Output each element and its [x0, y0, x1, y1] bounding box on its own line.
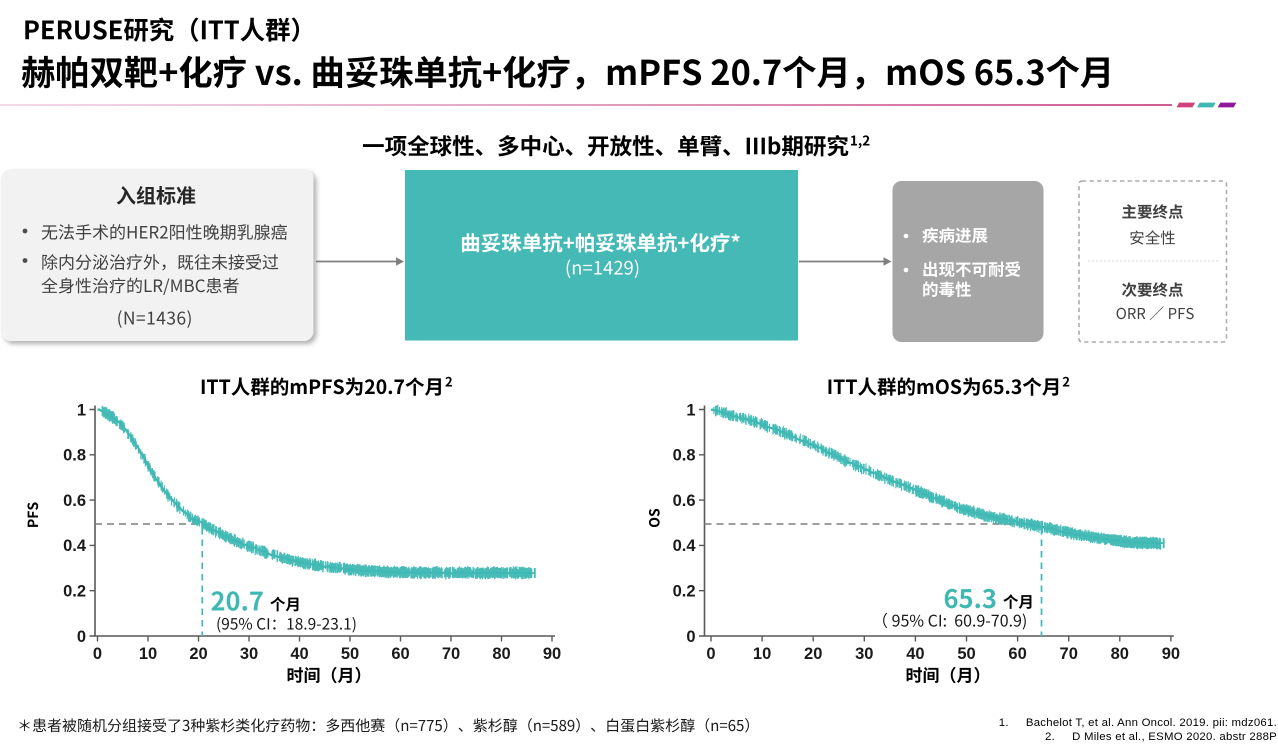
svg-text:1: 1 [686, 401, 695, 419]
svg-text:60: 60 [391, 645, 409, 663]
svg-text:20: 20 [804, 645, 822, 663]
svg-text:0.6: 0.6 [63, 492, 86, 510]
svg-text:60: 60 [1008, 645, 1026, 663]
svg-text:30: 30 [855, 645, 873, 663]
svg-text:90: 90 [1162, 645, 1180, 663]
svg-text:20: 20 [189, 645, 207, 663]
svg-text:40: 40 [290, 645, 308, 663]
svg-text:0.2: 0.2 [673, 583, 696, 601]
svg-text:0.8: 0.8 [63, 447, 86, 465]
svg-text:0: 0 [706, 645, 715, 663]
svg-text:50: 50 [341, 645, 359, 663]
svg-text:0: 0 [77, 628, 86, 646]
svg-text:0.4: 0.4 [63, 537, 87, 555]
svg-text:0.2: 0.2 [63, 583, 86, 601]
svg-text:1: 1 [77, 401, 86, 419]
svg-text:40: 40 [906, 645, 924, 663]
svg-text:80: 80 [1111, 645, 1129, 663]
svg-text:0.6: 0.6 [673, 492, 696, 510]
svg-text:2. D Miles et al., ESMO 20: 2. D Miles et al., ESMO 2020. abstr 288P [1045, 731, 1277, 743]
svg-text:10: 10 [139, 645, 157, 663]
svg-text:90: 90 [543, 645, 561, 663]
svg-text:30: 30 [240, 645, 258, 663]
svg-text:70: 70 [1060, 645, 1078, 663]
svg-text:10: 10 [753, 645, 771, 663]
svg-text:0.4: 0.4 [673, 537, 697, 555]
svg-text:50: 50 [957, 645, 975, 663]
svg-text:0: 0 [93, 645, 102, 663]
svg-text:0.8: 0.8 [673, 447, 696, 465]
svg-text:80: 80 [492, 645, 510, 663]
svg-text:70: 70 [442, 645, 460, 663]
svg-text:0: 0 [686, 628, 695, 646]
svg-text:1. Bachelot T, et al. Ann: 1. Bachelot T, et al. Ann Oncol. 2019. p… [999, 717, 1277, 729]
